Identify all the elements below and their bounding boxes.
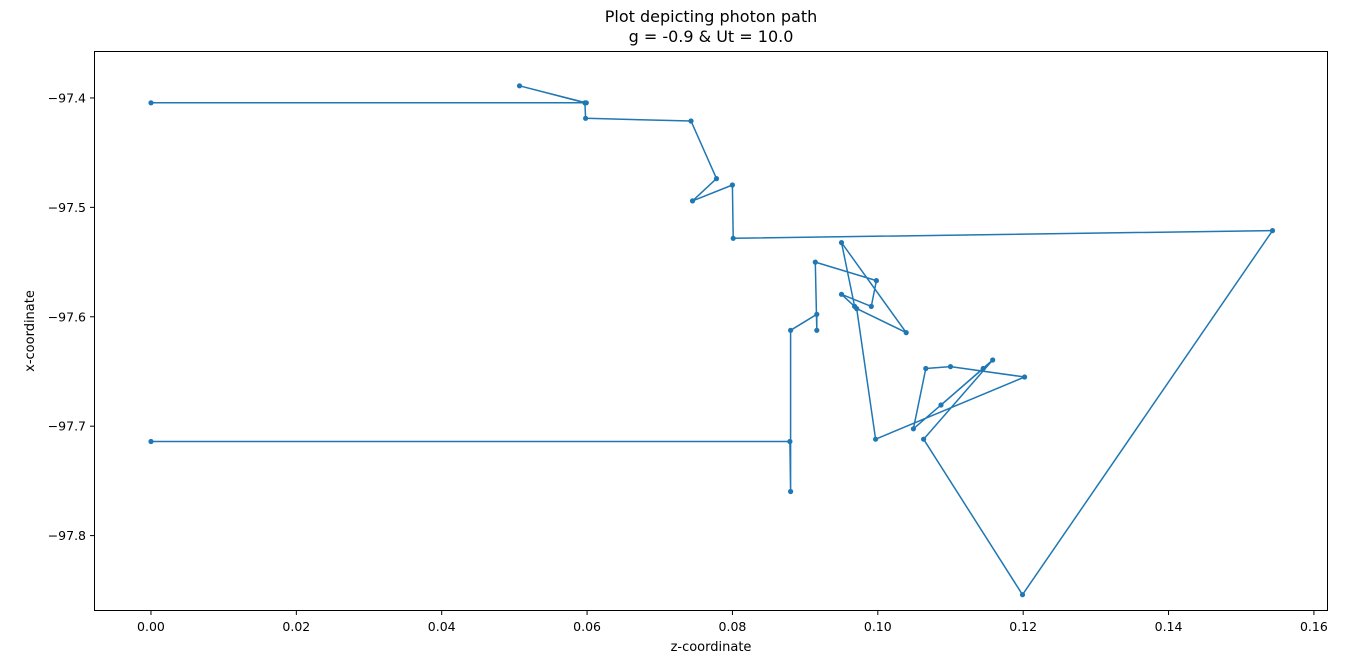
plot-area xyxy=(148,83,1276,598)
x-axis: 0.00 0.02 0.04 0.06 0.08 0.10 0.12 0.14 0.16 xyxy=(137,610,1328,634)
data-point xyxy=(788,488,794,495)
data-point xyxy=(873,436,879,442)
y-tick-label: −97.8 xyxy=(48,528,86,543)
data-point xyxy=(814,327,820,333)
data-point xyxy=(516,83,523,89)
data-point xyxy=(923,365,929,372)
data-point xyxy=(787,438,793,445)
data-point xyxy=(868,303,874,309)
x-tick-label: 0.00 xyxy=(137,619,165,634)
y-tick-label: −97.6 xyxy=(48,309,86,324)
x-tick-label: 0.02 xyxy=(282,619,310,634)
data-point xyxy=(1022,374,1028,380)
x-tick-label: 0.06 xyxy=(573,619,601,634)
data-point xyxy=(1269,228,1276,234)
data-point xyxy=(582,100,588,106)
x-tick-label: 0.14 xyxy=(1155,619,1183,634)
chart-title: Plot depicting photon path xyxy=(605,7,818,26)
data-point xyxy=(814,311,820,317)
x-axis-label: z-coordinate xyxy=(671,640,752,655)
x-tick-label: 0.16 xyxy=(1300,619,1328,634)
data-point xyxy=(688,118,694,124)
data-point xyxy=(812,259,818,265)
y-axis: −97.4 −97.5 −97.6 −97.7 −97.8 xyxy=(48,90,95,543)
data-point xyxy=(730,235,736,241)
y-tick-label: −97.5 xyxy=(48,200,86,215)
data-point xyxy=(938,402,944,408)
axes-frame xyxy=(94,51,1328,611)
x-tick-label: 0.12 xyxy=(1009,619,1037,634)
data-point xyxy=(873,278,880,284)
data-point xyxy=(903,330,909,336)
data-point xyxy=(838,291,845,297)
data-point xyxy=(980,365,986,372)
data-point xyxy=(910,426,917,432)
data-point xyxy=(990,357,996,363)
data-point xyxy=(689,198,696,204)
series-line xyxy=(151,85,1274,596)
data-point xyxy=(788,327,794,333)
x-tick-label: 0.08 xyxy=(719,619,747,634)
data-point xyxy=(148,438,154,445)
data-point xyxy=(1019,592,1026,598)
x-tick-label: 0.10 xyxy=(864,619,892,634)
y-tick-label: −97.7 xyxy=(48,419,86,434)
y-tick-label: −97.4 xyxy=(48,90,86,105)
data-point xyxy=(838,240,845,246)
data-point xyxy=(583,115,589,121)
x-tick-label: 0.04 xyxy=(428,619,456,634)
data-point xyxy=(921,436,927,442)
data-point xyxy=(852,303,858,309)
chart-subtitle: g = -0.9 & Ut = 10.0 xyxy=(629,27,794,46)
data-point xyxy=(947,364,954,370)
y-axis-label: x-coordinate xyxy=(23,290,38,372)
data-point xyxy=(713,176,720,182)
data-point xyxy=(148,100,154,106)
data-point xyxy=(729,182,736,188)
